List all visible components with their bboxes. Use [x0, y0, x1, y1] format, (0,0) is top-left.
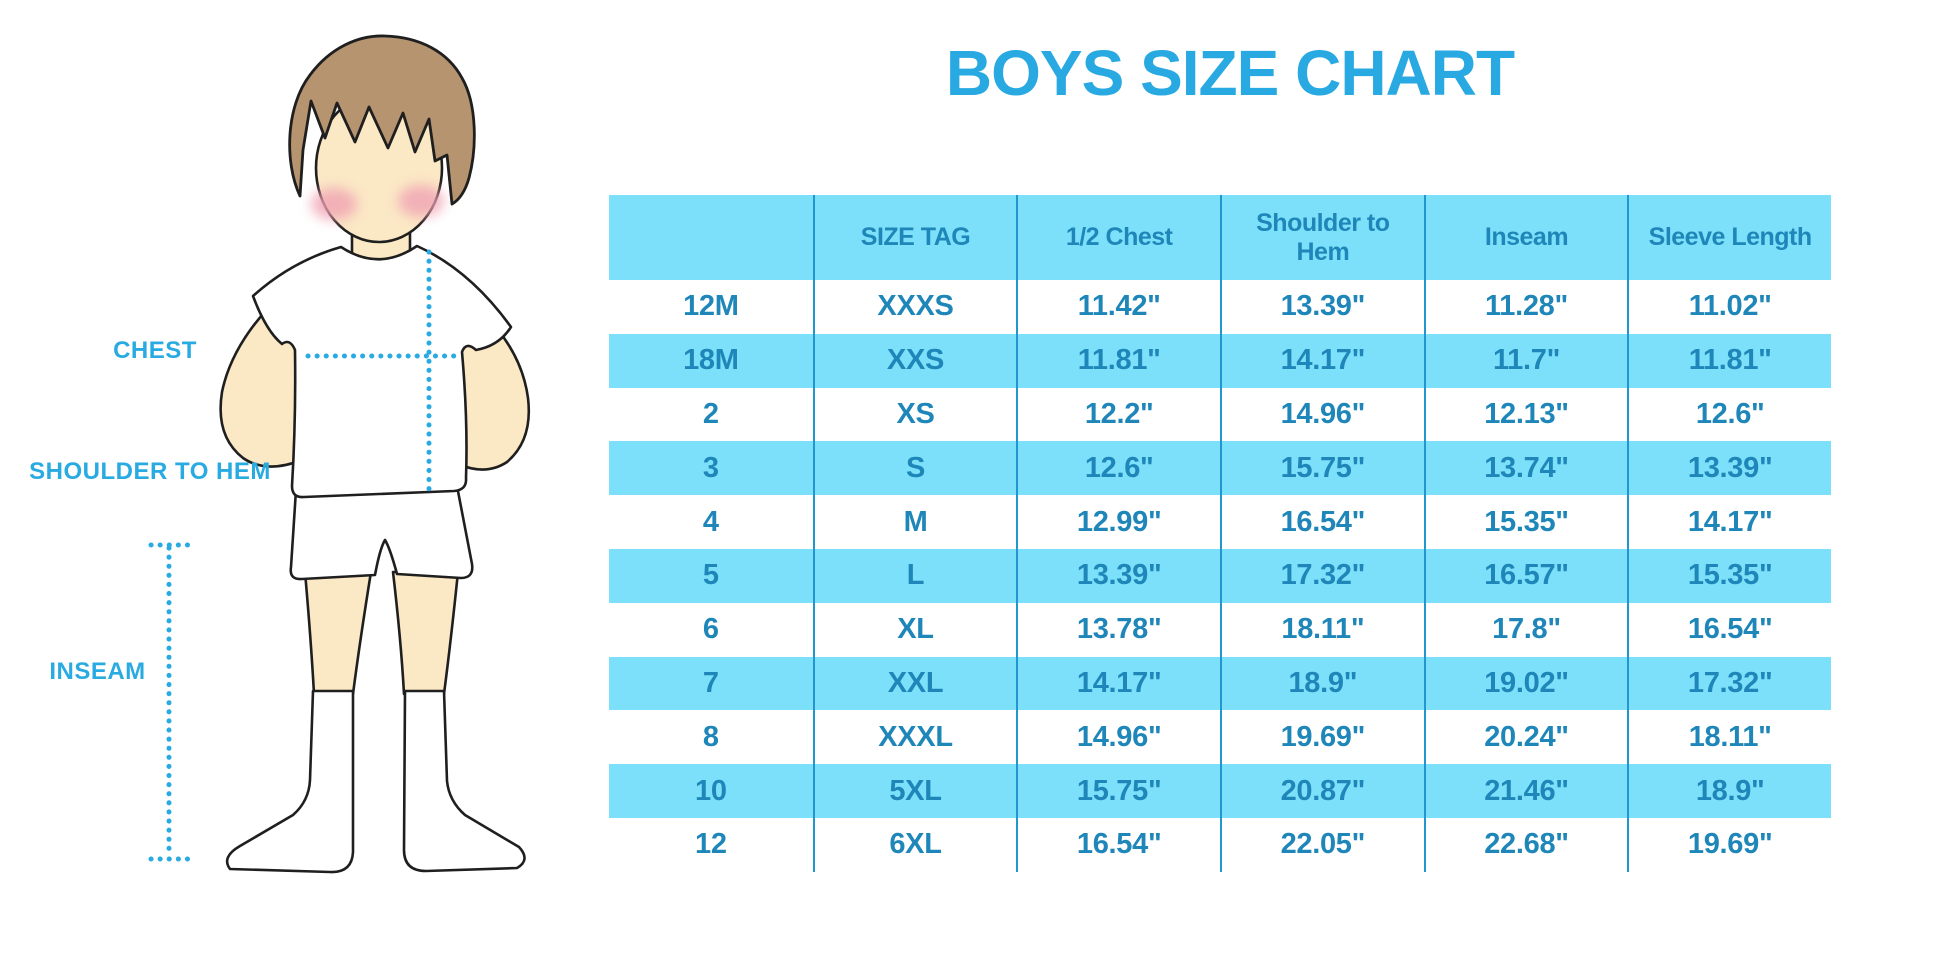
- boy-shirt: [251, 244, 513, 499]
- boy-shorts: [289, 484, 474, 581]
- boy-right-leg: [391, 570, 460, 696]
- table-cell: 20.24": [1423, 710, 1628, 765]
- boy-right-sock: [402, 689, 526, 873]
- table-cell: M: [812, 495, 1017, 549]
- corner-header-cell: [609, 195, 813, 280]
- table-cell: 18.11": [1220, 602, 1424, 657]
- table-cell: 19.69": [1220, 710, 1424, 765]
- table-cell: 16.54": [1220, 495, 1424, 549]
- table-cell: XXL: [812, 656, 1017, 711]
- boy-right-blush: [398, 185, 444, 217]
- table-cell: 12.6": [1627, 387, 1831, 442]
- boy-hair: [288, 34, 476, 206]
- row-label: 10: [609, 764, 813, 818]
- table-cell: L: [812, 548, 1017, 603]
- boy-left-blush: [311, 188, 357, 220]
- table-cell: 12.6": [1016, 441, 1220, 496]
- table-cell: 12.2": [1016, 387, 1220, 442]
- table-cell: 11.7": [1423, 333, 1628, 388]
- table-cell: 12.13": [1423, 387, 1628, 442]
- table-cell: 14.17": [1016, 656, 1220, 711]
- table-cell: 11.42": [1016, 280, 1220, 334]
- page-title: BOYS SIZE CHART: [945, 37, 1515, 109]
- chest-label: CHEST: [113, 337, 197, 364]
- table-cell: 11.81": [1627, 333, 1831, 388]
- table-cell: 11.02": [1627, 280, 1831, 334]
- table-cell: 15.75": [1220, 441, 1424, 496]
- table-cell: 14.17": [1627, 495, 1831, 549]
- table-cell: 13.39": [1016, 548, 1220, 603]
- row-label: 18M: [609, 333, 813, 388]
- table-cell: XXS: [812, 333, 1017, 388]
- row-label: 4: [609, 495, 813, 549]
- table-cell: 13.39": [1220, 280, 1424, 334]
- table-cell: 17.32": [1627, 656, 1831, 711]
- shoulder-to-hem-label: SHOULDER TO HEM: [29, 458, 271, 485]
- table-cell: 13.39": [1627, 441, 1831, 496]
- table-cell: 15.75": [1016, 764, 1220, 818]
- table-cell: 19.69": [1627, 817, 1831, 872]
- table-cell: 17.8": [1423, 602, 1628, 657]
- boy-left-leg: [303, 570, 373, 696]
- boy-measurement-diagram: CHEST SHOULDER TO HEM INSEAM: [0, 0, 560, 973]
- boy-left-sock: [225, 689, 355, 874]
- table-cell: 21.46": [1423, 764, 1628, 818]
- table-cell: 19.02": [1423, 656, 1628, 711]
- boy-right-arm: [454, 328, 531, 471]
- column-header: Inseam: [1423, 195, 1628, 280]
- row-label: 3: [609, 441, 813, 496]
- boy-left-arm: [219, 304, 306, 468]
- row-label: 7: [609, 656, 813, 711]
- column-header: 1/2 Chest: [1016, 195, 1220, 280]
- table-cell: 13.74": [1423, 441, 1628, 496]
- table-cell: 11.81": [1016, 333, 1220, 388]
- table-cell: 14.96": [1016, 710, 1220, 765]
- table-cell: 11.28": [1423, 280, 1628, 334]
- table-cell: XL: [812, 602, 1017, 657]
- row-label: 2: [609, 387, 813, 442]
- table-cell: 15.35": [1627, 548, 1831, 603]
- inseam-label: INSEAM: [49, 658, 146, 685]
- boy-figure: [148, 34, 531, 874]
- table-cell: 6XL: [812, 817, 1017, 872]
- table-cell: 18.11": [1627, 710, 1831, 765]
- table-cell: 14.96": [1220, 387, 1424, 442]
- table-cell: XXXS: [812, 280, 1017, 334]
- table-cell: 12.99": [1016, 495, 1220, 549]
- table-cell: 22.05": [1220, 817, 1424, 872]
- table-cell: XS: [812, 387, 1017, 442]
- column-header: Sleeve Length: [1627, 195, 1831, 280]
- size-chart-table: SIZE TAG 1/2 Chest Shoulder to Hem Inseam Sl…: [609, 195, 1831, 872]
- table-cell: 16.54": [1627, 602, 1831, 657]
- table-cell: S: [812, 441, 1017, 496]
- table-cell: 13.78": [1016, 602, 1220, 657]
- row-label: 6: [609, 602, 813, 657]
- table-cell: XXXL: [812, 710, 1017, 765]
- table-cell: 17.32": [1220, 548, 1424, 603]
- table-cell: 16.54": [1016, 817, 1220, 872]
- table-cell: 22.68": [1423, 817, 1628, 872]
- row-label: 8: [609, 710, 813, 765]
- table-cell: 16.57": [1423, 548, 1628, 603]
- row-label: 12M: [609, 280, 813, 334]
- column-header: SIZE TAG: [812, 195, 1017, 280]
- table-cell: 14.17": [1220, 333, 1424, 388]
- table-cell: 18.9": [1220, 656, 1424, 711]
- column-header: Shoulder to Hem: [1220, 195, 1424, 280]
- row-label: 5: [609, 548, 813, 603]
- table-cell: 5XL: [812, 764, 1017, 818]
- row-label: 12: [609, 817, 813, 872]
- table-cell: 18.9": [1627, 764, 1831, 818]
- table-cell: 20.87": [1220, 764, 1424, 818]
- table-cell: 15.35": [1423, 495, 1628, 549]
